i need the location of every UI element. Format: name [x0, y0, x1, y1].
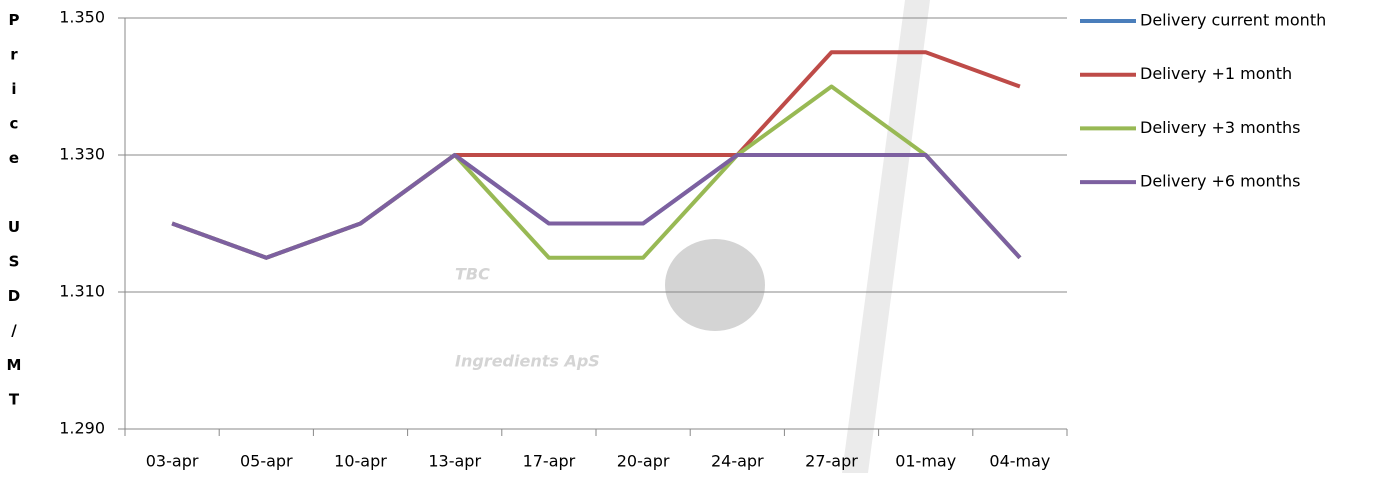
legend-label: Delivery +3 months: [1140, 118, 1300, 137]
x-tick-label: 04-may: [989, 452, 1050, 471]
y-tick-label: 1.310: [59, 282, 105, 301]
x-tick-label: 20-apr: [617, 452, 670, 471]
y-tick-label: 1.350: [59, 8, 105, 27]
scan-artifact: [842, 0, 930, 473]
x-tick-label: 03-apr: [146, 452, 199, 471]
x-tick-label: 27-apr: [805, 452, 858, 471]
watermark-text: Ingredients ApS: [455, 352, 600, 371]
watermark-drop: [665, 239, 765, 331]
x-tick-label: 13-apr: [428, 452, 481, 471]
y-tick-label: 1.330: [59, 145, 105, 164]
watermark-logo: TBC: [455, 265, 490, 284]
x-tick-label: 24-apr: [711, 452, 764, 471]
x-tick-label: 17-apr: [523, 452, 576, 471]
legend-label: Delivery current month: [1140, 11, 1326, 30]
y-tick-label: 1.290: [59, 419, 105, 438]
x-tick-label: 01-may: [895, 452, 956, 471]
x-tick-label: 10-apr: [334, 452, 387, 471]
legend-label: Delivery +6 months: [1140, 172, 1300, 191]
x-tick-label: 05-apr: [240, 452, 293, 471]
line-series: [171, 153, 1022, 260]
legend-label: Delivery +1 month: [1140, 64, 1292, 83]
